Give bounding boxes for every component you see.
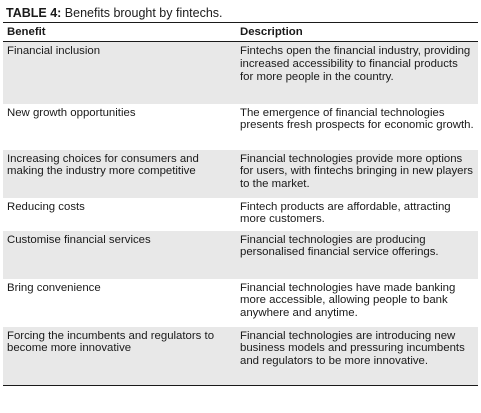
benefits-table-container: TABLE 4: Benefits brought by fintechs. B… — [3, 6, 478, 386]
table-row: Financial inclusion Fintechs open the fi… — [3, 41, 478, 104]
benefit-cell: Reducing costs — [7, 200, 85, 213]
benefit-cell: Increasing choices for consumers and mak… — [3, 149, 232, 198]
table-body: Financial inclusion Fintechs open the fi… — [3, 41, 478, 386]
benefit-cell: Financial inclusion — [3, 41, 232, 104]
table-row: Customise financial services Financial t… — [3, 230, 478, 279]
description-cell: The emergence of financial technologies … — [240, 106, 474, 132]
table-row: Forcing the incumbents and regulators to… — [3, 326, 478, 386]
benefit-cell: New growth opportunities — [7, 106, 136, 119]
description-cell: Fintechs open the financial industry, pr… — [232, 41, 478, 104]
description-cell: Fintech products are affordable, attract… — [240, 200, 451, 226]
table-row: Reducing costs Fintech products are affo… — [3, 198, 478, 231]
header-row: Benefit Description — [3, 22, 478, 42]
benefit-cell: Forcing the incumbents and regulators to… — [3, 326, 232, 386]
table-caption: TABLE 4: Benefits brought by fintechs. — [3, 6, 478, 22]
benefit-cell: Bring convenience — [7, 281, 101, 294]
column-header-benefit: Benefit — [3, 22, 232, 42]
caption-label: TABLE 4: — [6, 6, 62, 20]
column-header-description: Description — [232, 22, 478, 42]
table-header: Benefit Description — [3, 22, 478, 42]
table-row: Bring convenience Financial technologies… — [3, 279, 478, 327]
table-row: Increasing choices for consumers and mak… — [3, 149, 478, 198]
caption-text: Benefits brought by fintechs. — [61, 6, 223, 20]
table-row: New growth opportunities The emergence o… — [3, 104, 478, 150]
description-cell: Financial technologies are producing per… — [232, 230, 478, 279]
description-cell: Financial technologies provide more opti… — [232, 149, 478, 198]
benefit-cell: Customise financial services — [3, 230, 232, 279]
description-cell: Financial technologies are introducing n… — [232, 326, 478, 386]
description-cell: Financial technologies have made banking… — [240, 281, 456, 320]
benefits-table: Benefit Description Financial inclusion … — [3, 22, 478, 386]
